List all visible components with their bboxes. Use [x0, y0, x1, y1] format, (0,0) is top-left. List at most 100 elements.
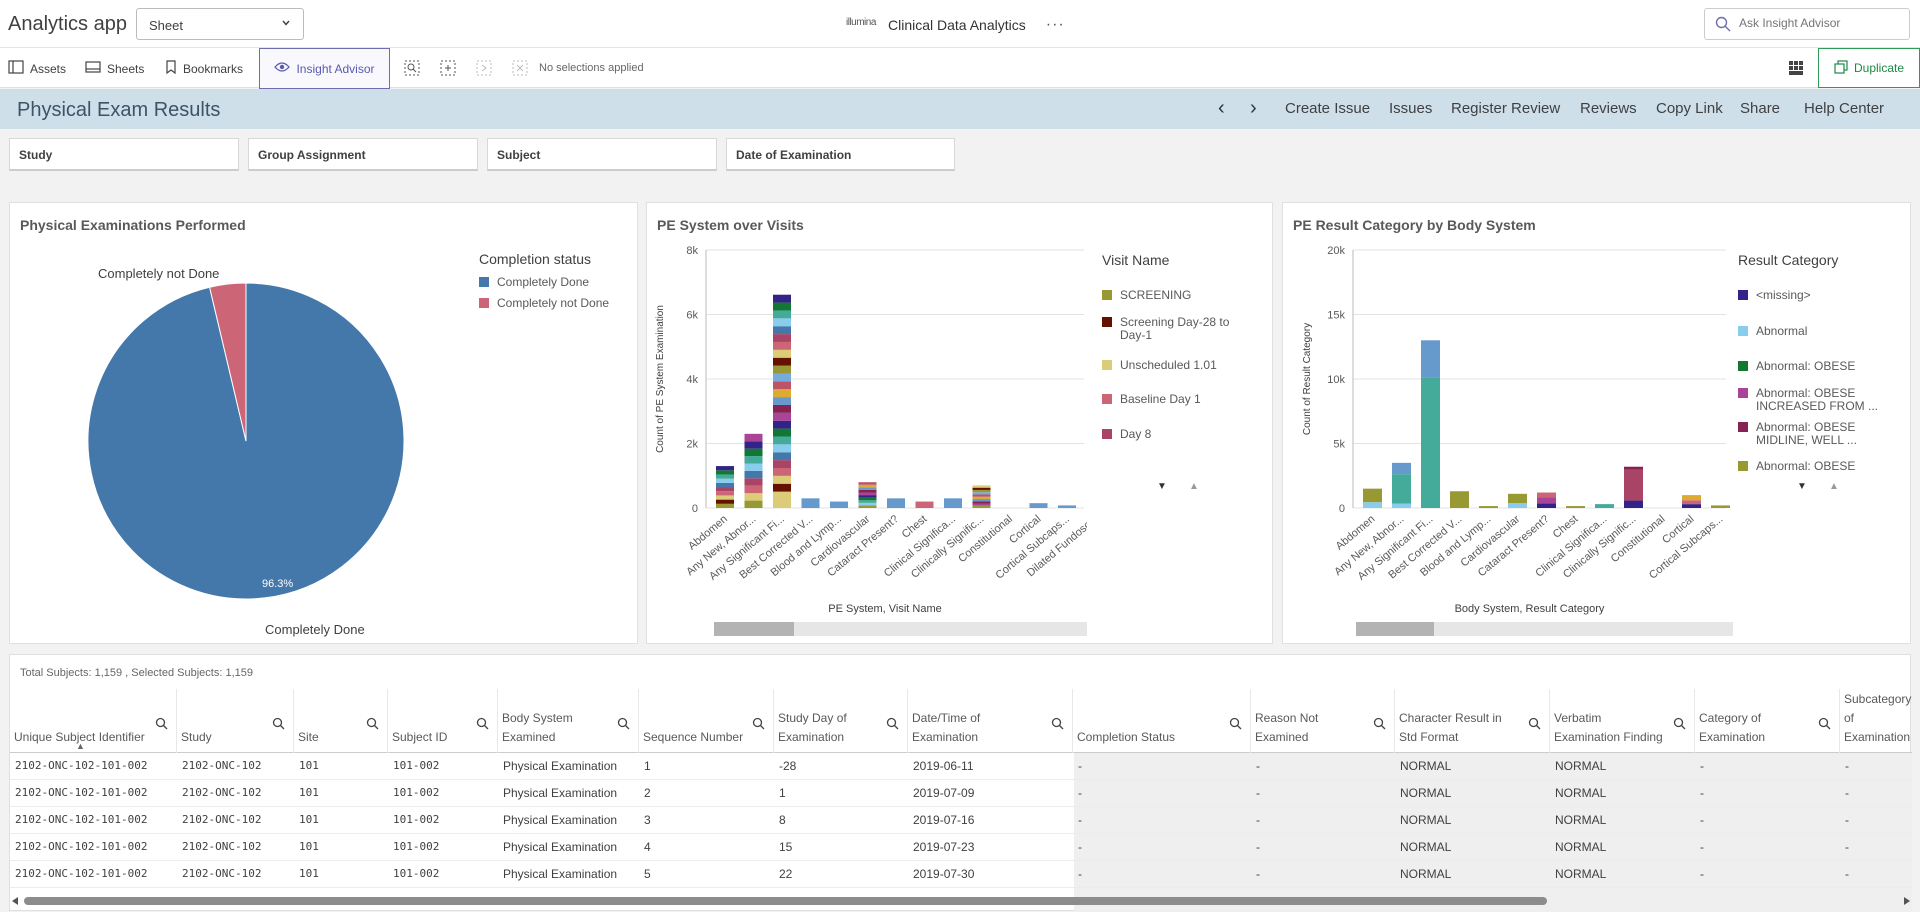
bar-segment[interactable]: [773, 294, 791, 303]
legend-scroll-down-icon[interactable]: ▼: [1797, 481, 1807, 492]
bar-segment[interactable]: [773, 397, 791, 405]
search-icon[interactable]: [366, 717, 379, 736]
legend-item[interactable]: Abnormal: OBESE: [1738, 460, 1888, 473]
bar-segment[interactable]: [1537, 497, 1556, 504]
bar-segment[interactable]: [773, 491, 791, 508]
bar-segment[interactable]: [972, 503, 991, 506]
bar-segment[interactable]: [773, 357, 791, 366]
bar-segment[interactable]: [1421, 340, 1440, 378]
column-header[interactable]: Reason Not Examined: [1251, 689, 1395, 753]
legend-item[interactable]: Day 8: [1102, 428, 1252, 441]
bar-segment[interactable]: [744, 485, 763, 494]
bar-segment[interactable]: [773, 302, 791, 311]
bar-segment[interactable]: [972, 505, 991, 508]
legend-scroll-up-icon[interactable]: ▲: [1829, 481, 1839, 492]
insight-advisor-button[interactable]: Insight Advisor: [259, 48, 390, 89]
table-row[interactable]: 2102-ONC-102-101-002 2102-ONC-102 101 101-0…: [10, 807, 1912, 834]
column-header[interactable]: Study Day of Examination: [774, 689, 908, 753]
pie-slice[interactable]: [208, 282, 247, 442]
bar-segment[interactable]: [773, 420, 791, 429]
assets-button[interactable]: Assets: [8, 60, 66, 77]
search-icon[interactable]: [155, 717, 168, 736]
bar-segment[interactable]: [773, 318, 791, 327]
smart-search-icon[interactable]: [404, 60, 420, 76]
chart-scrollbar-track[interactable]: [714, 622, 1087, 636]
bar-segment[interactable]: [773, 389, 791, 398]
more-options-icon[interactable]: ···: [1045, 16, 1065, 33]
bar-segment[interactable]: [773, 373, 791, 382]
filter-group-assignment[interactable]: Group Assignment: [248, 138, 478, 171]
chart-scrollbar-track[interactable]: [1356, 622, 1733, 636]
search-icon[interactable]: [476, 717, 489, 736]
search-icon[interactable]: [886, 717, 899, 736]
bar-segment[interactable]: [1682, 500, 1701, 505]
bar-segment[interactable]: [972, 498, 991, 502]
bar-segment[interactable]: [944, 498, 962, 508]
bar-segment[interactable]: [773, 436, 791, 445]
register-review-link[interactable]: Register Review: [1451, 100, 1561, 117]
bar-segment[interactable]: [773, 349, 791, 358]
bar-segment[interactable]: [1711, 505, 1730, 508]
search-icon[interactable]: [1673, 717, 1686, 736]
column-header[interactable]: Character Result in Std Format: [1395, 689, 1550, 753]
bar-segment[interactable]: [773, 444, 791, 453]
column-header[interactable]: Verbatim Examination Finding: [1550, 689, 1695, 753]
issues-link[interactable]: Issues: [1389, 100, 1433, 117]
bar-segment[interactable]: [744, 500, 763, 508]
bar-segment[interactable]: [716, 478, 734, 483]
bar-segment[interactable]: [1058, 505, 1076, 508]
bar-segment[interactable]: [972, 485, 991, 488]
sheet-dropdown[interactable]: Sheet: [136, 8, 304, 40]
bar-segment[interactable]: [1363, 488, 1382, 503]
copy-link-link[interactable]: Copy Link: [1656, 100, 1723, 117]
legend-scroll-down-icon[interactable]: ▼: [1157, 481, 1167, 492]
bar-segment[interactable]: [1508, 503, 1527, 508]
legend-item[interactable]: Completely Done: [479, 276, 589, 289]
bar-segment[interactable]: [887, 498, 905, 508]
bar-segment[interactable]: [716, 474, 734, 479]
next-sheet-icon[interactable]: ›: [1250, 97, 1257, 119]
bar-segment[interactable]: [915, 501, 934, 508]
bar-segment[interactable]: [1392, 474, 1411, 504]
bar-segment[interactable]: [858, 502, 877, 506]
legend-scroll-up-icon[interactable]: ▲: [1189, 481, 1199, 492]
insight-search-input[interactable]: [1739, 16, 1899, 30]
filter-date-of-examination[interactable]: Date of Examination: [726, 138, 955, 171]
column-header[interactable]: Study: [177, 689, 294, 753]
legend-item[interactable]: Abnormal: OBESE INCREASED FROM ...: [1738, 387, 1888, 413]
column-header[interactable]: Body System Examined: [498, 689, 639, 753]
bar-segment[interactable]: [773, 452, 791, 461]
table-row[interactable]: 2102-ONC-102-101-002 2102-ONC-102 101 101-0…: [10, 861, 1912, 888]
filter-study[interactable]: Study: [9, 138, 239, 171]
bar-segment[interactable]: [1508, 493, 1527, 504]
previous-sheet-icon[interactable]: ‹: [1218, 97, 1225, 119]
selection-tool-icon[interactable]: [440, 60, 456, 76]
bar-segment[interactable]: [1682, 495, 1701, 501]
column-header[interactable]: Completion Status: [1073, 689, 1251, 753]
bar-segment[interactable]: [773, 326, 791, 335]
bar-segment[interactable]: [773, 475, 791, 484]
chart-scrollbar-thumb[interactable]: [1356, 622, 1434, 636]
bar-segment[interactable]: [830, 501, 848, 508]
column-header[interactable]: Sequence Number: [639, 689, 774, 753]
column-header[interactable]: Subject ID: [388, 689, 498, 753]
bar-segment[interactable]: [858, 495, 877, 498]
bar-segment[interactable]: [1537, 492, 1556, 498]
bar-segment[interactable]: [773, 341, 791, 350]
bar-segment[interactable]: [1624, 466, 1643, 470]
bar-segment[interactable]: [773, 334, 791, 342]
bar-segment[interactable]: [773, 460, 791, 468]
bar-segment[interactable]: [1029, 503, 1048, 508]
legend-item[interactable]: Abnormal: [1738, 325, 1888, 338]
bar-segment[interactable]: [858, 505, 877, 508]
bar-segment[interactable]: [858, 497, 877, 501]
bar-segment[interactable]: [744, 433, 763, 442]
table-row[interactable]: 2102-ONC-102-101-002 2102-ONC-102 101 101-0…: [10, 780, 1912, 807]
bar-segment[interactable]: [716, 503, 734, 508]
legend-item[interactable]: Screening Day-28 to Day-1: [1102, 316, 1252, 342]
bookmarks-button[interactable]: Bookmarks: [165, 60, 243, 77]
bar-segment[interactable]: [1450, 491, 1469, 508]
bar-segment[interactable]: [1479, 506, 1498, 508]
